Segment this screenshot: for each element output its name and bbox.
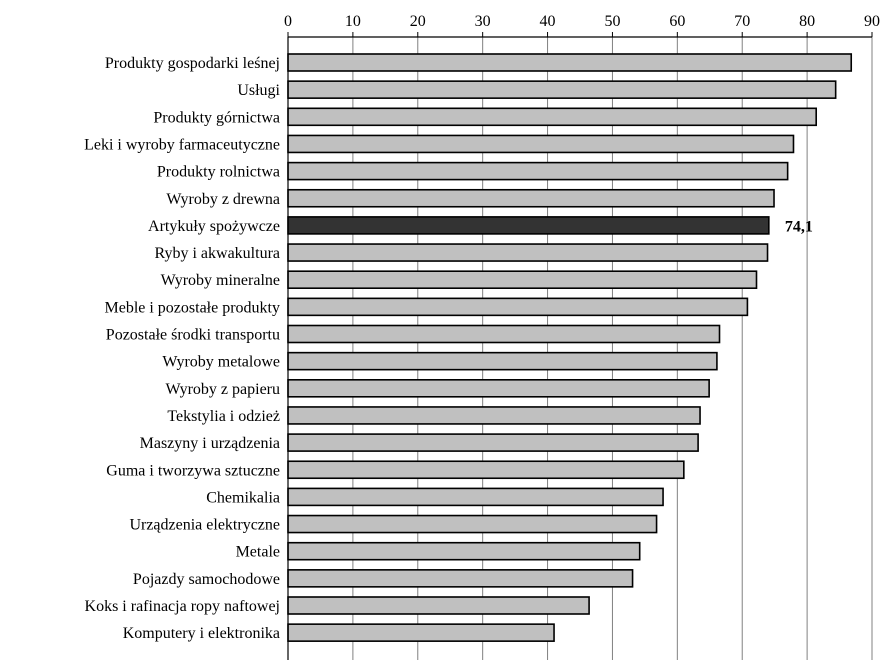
data-label: 74,1 xyxy=(785,218,813,235)
bar xyxy=(287,243,769,262)
category-label: Pojazdy samochodowe xyxy=(133,571,280,588)
bar xyxy=(287,297,749,317)
category-label: Wyroby z papieru xyxy=(165,381,280,398)
category-label: Maszyny i urządzenia xyxy=(140,435,280,452)
data-labels: 74,1 xyxy=(785,218,813,235)
bar xyxy=(287,487,664,507)
tick-label: 30 xyxy=(475,13,491,30)
category-label: Komputery i elektronika xyxy=(123,625,280,642)
bar xyxy=(287,433,699,452)
tick-label: 20 xyxy=(410,13,426,30)
bar xyxy=(287,161,789,181)
bar xyxy=(287,351,718,371)
tick-label: 70 xyxy=(734,13,750,30)
category-labels: Produkty gospodarki leśnej Usługi Produkty… xyxy=(84,55,280,642)
bar xyxy=(287,514,658,534)
bar xyxy=(287,623,555,642)
bar xyxy=(287,80,837,99)
bar-highlighted xyxy=(287,216,770,235)
category-label: Wyroby metalowe xyxy=(162,354,280,371)
category-label: Urządzenia elektryczne xyxy=(129,517,280,534)
tick-label: 60 xyxy=(669,13,685,30)
bar xyxy=(287,460,685,480)
category-label: Metale xyxy=(236,544,280,561)
bar xyxy=(287,270,758,290)
axes xyxy=(287,36,872,660)
tick-label: 90 xyxy=(864,13,880,30)
tick-label: 10 xyxy=(345,13,361,30)
category-label: Meble i pozostałe produkty xyxy=(104,299,280,316)
tick-label: 80 xyxy=(799,13,815,30)
category-label: Ryby i akwakultura xyxy=(154,245,280,262)
bars xyxy=(287,53,853,642)
bar xyxy=(287,541,641,561)
x-axis-ticks: 0 10 20 30 40 50 60 70 80 90 xyxy=(284,13,880,37)
bar xyxy=(287,324,721,344)
category-label: Wyroby mineralne xyxy=(161,272,280,289)
bar xyxy=(287,53,853,72)
bar xyxy=(287,569,634,588)
tick-label: 0 xyxy=(284,13,292,30)
category-label: Chemikalia xyxy=(206,489,280,506)
category-label: Tekstylia i odzież xyxy=(167,408,280,425)
bar xyxy=(287,596,590,615)
category-label: Produkty rolnictwa xyxy=(157,164,280,181)
category-label: Koks i rafinacja ropy naftowej xyxy=(85,598,280,615)
category-label: Produkty górnictwa xyxy=(153,109,280,126)
bar xyxy=(287,406,701,425)
tick-label: 50 xyxy=(604,13,620,30)
category-label: Artykuły spożywcze xyxy=(148,218,280,235)
category-label: Pozostałe środki transportu xyxy=(106,327,280,344)
tick-label: 40 xyxy=(540,13,556,30)
category-label: Wyroby z drewna xyxy=(166,191,280,208)
bar xyxy=(287,378,710,398)
bar xyxy=(287,188,775,208)
category-label: Guma i tworzywa sztuczne xyxy=(106,462,280,479)
category-label: Usługi xyxy=(237,82,280,99)
grid-lines xyxy=(352,37,873,660)
bar xyxy=(287,107,817,127)
bar xyxy=(287,134,795,154)
category-label: Produkty gospodarki leśnej xyxy=(105,55,280,72)
category-label: Leki i wyroby farmaceutyczne xyxy=(84,136,280,153)
